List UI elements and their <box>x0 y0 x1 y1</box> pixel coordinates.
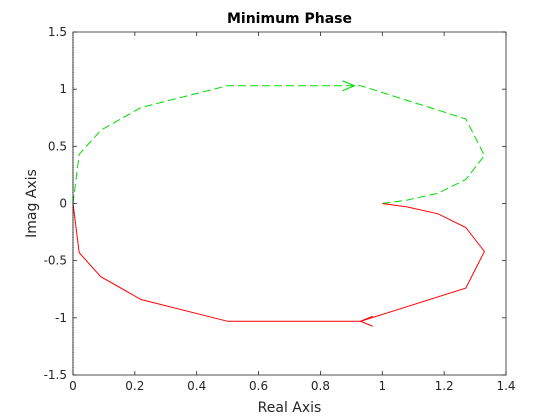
x-tick-label: 1.4 <box>496 379 515 393</box>
y-axis-label: Imag Axis <box>24 169 40 238</box>
y-tick-label: -1.5 <box>44 368 67 382</box>
x-axis-label: Real Axis <box>258 400 322 416</box>
chart-title: Minimum Phase <box>227 11 352 27</box>
y-tick-label: 0 <box>59 197 67 211</box>
x-tick-label: 0.2 <box>125 379 144 393</box>
x-tick-label: 1 <box>378 379 386 393</box>
series-line-1 <box>72 85 485 204</box>
y-tick-label: -1 <box>55 311 67 325</box>
x-tick-label: 0.8 <box>311 379 330 393</box>
x-tick-label: 1.2 <box>435 379 454 393</box>
ticks-layer: 0 0.2 0.4 0.6 0.8 1 1.2 1.4 -1.5 -1 -0.5 0 0.5 1 1.5 <box>44 25 516 393</box>
y-tick-label: 1 <box>59 82 67 96</box>
x-tick-label: 0 <box>69 379 77 393</box>
direction-arrow <box>342 80 356 92</box>
x-tick-label: 0.6 <box>249 379 268 393</box>
y-tick-label: -0.5 <box>44 254 67 268</box>
plot-area <box>73 32 506 375</box>
x-tick-label: 0.4 <box>187 379 206 393</box>
y-tick-label: 1.5 <box>48 25 67 39</box>
direction-arrow <box>359 315 373 327</box>
series-layer <box>72 80 485 327</box>
y-tick-label: 0.5 <box>48 139 67 153</box>
